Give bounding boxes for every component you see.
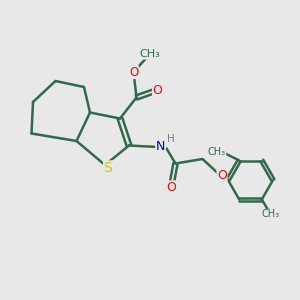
Text: N: N bbox=[156, 140, 165, 154]
Text: H: H bbox=[167, 134, 175, 145]
Text: O: O bbox=[217, 169, 227, 182]
Text: CH₃: CH₃ bbox=[140, 49, 160, 59]
Text: O: O bbox=[129, 65, 138, 79]
Text: CH₃: CH₃ bbox=[262, 209, 280, 220]
Text: CH₃: CH₃ bbox=[208, 146, 226, 157]
Text: O: O bbox=[153, 83, 162, 97]
Text: S: S bbox=[103, 161, 112, 175]
Text: O: O bbox=[166, 181, 176, 194]
